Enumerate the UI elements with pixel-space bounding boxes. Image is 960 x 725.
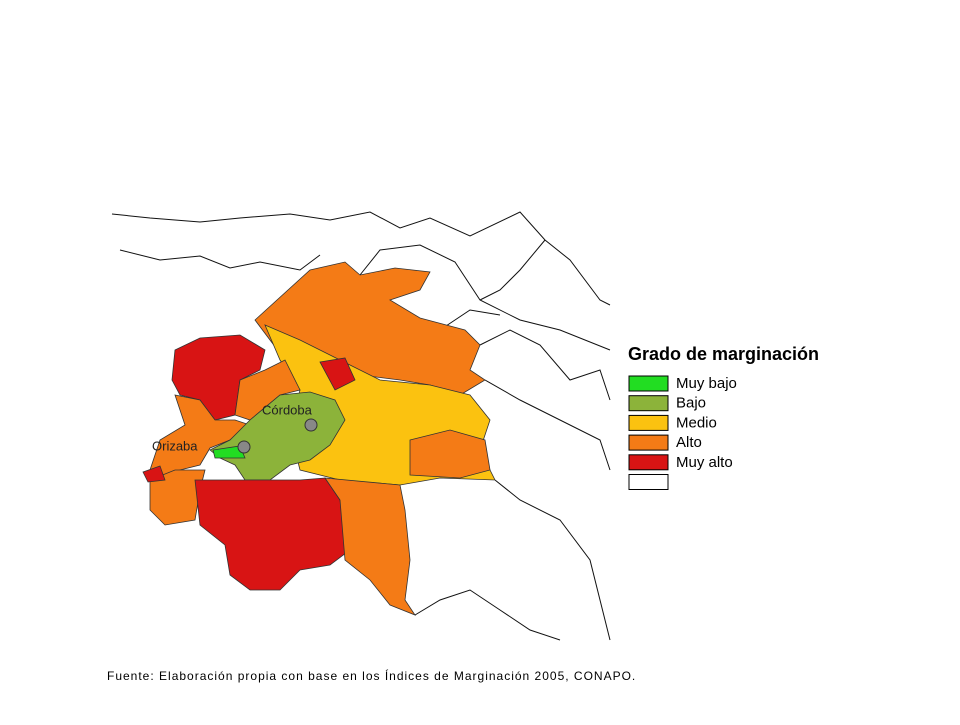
municipality — [234, 359, 301, 421]
legend-label: Medio — [676, 414, 717, 431]
municipalities — [142, 261, 496, 616]
source-note: Fuente: Elaboración propia con base en l… — [107, 668, 636, 683]
city-label: Orizaba — [152, 438, 198, 453]
municipality — [409, 429, 491, 479]
city-marker — [237, 440, 251, 454]
legend-swatch — [628, 454, 669, 471]
legend-swatch — [628, 395, 669, 412]
legend-swatch — [628, 414, 669, 431]
city-marker — [304, 418, 318, 432]
municipality — [149, 394, 251, 481]
surrounding-borders — [111, 211, 611, 641]
legend-swatch — [628, 474, 669, 490]
municipality — [319, 357, 356, 391]
legend-title: Grado de marginación — [628, 344, 819, 364]
municipality — [194, 477, 351, 591]
legend-label: Muy bajo — [676, 375, 737, 392]
city-label: Córdoba — [262, 402, 313, 417]
legend: Muy bajo Bajo Medio Alto Muy alto — [628, 375, 737, 490]
legend-label: Bajo — [676, 395, 706, 412]
legend-swatch — [628, 434, 669, 451]
municipality — [324, 477, 417, 616]
municipality — [142, 465, 166, 483]
legend-label: Alto — [676, 434, 702, 451]
municipality — [212, 445, 246, 459]
legend-label: Muy alto — [676, 454, 733, 471]
legend-swatch — [628, 375, 669, 392]
